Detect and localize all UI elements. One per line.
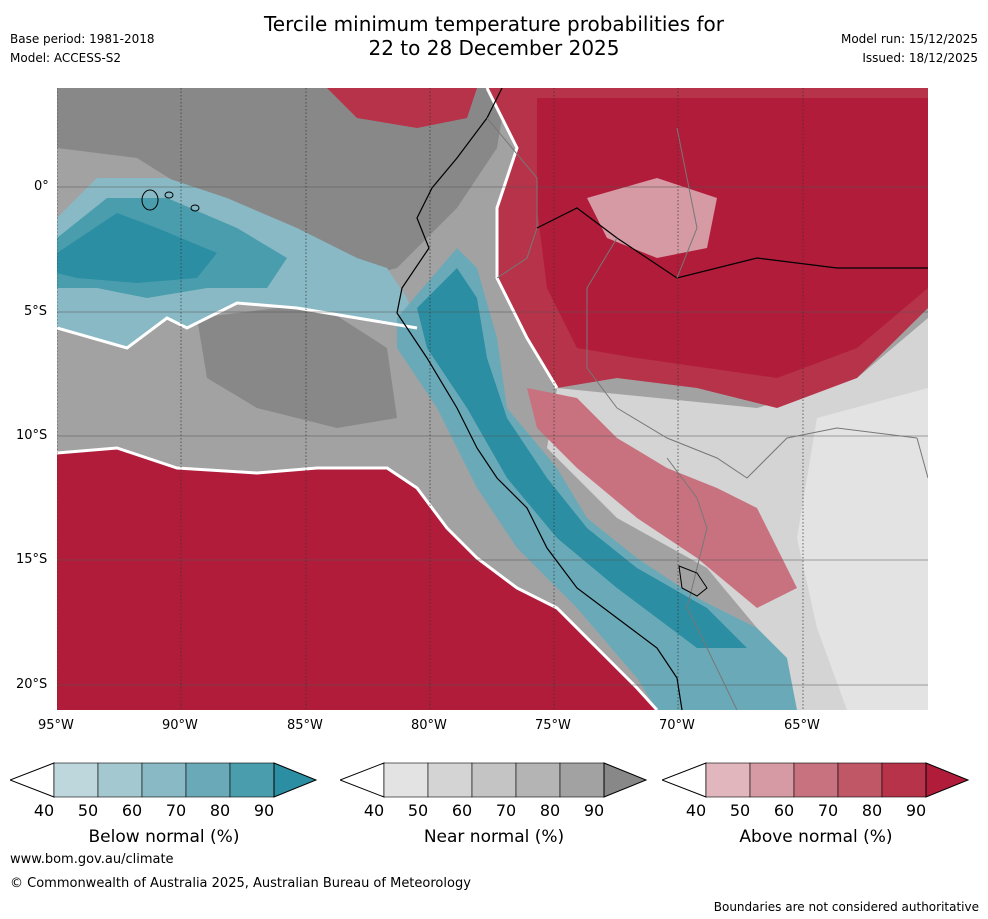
above-normal-coastal-strip: [527, 388, 797, 608]
below-tick-60: 60: [121, 801, 143, 820]
below-normal-coastal: [397, 248, 797, 710]
footer-copyright: © Commonwealth of Australia 2025, Austra…: [10, 876, 471, 891]
model-run: Model run: 15/12/2025: [840, 32, 978, 46]
below-tick-50: 50: [77, 801, 99, 820]
near-swatch-80-90: [559, 762, 605, 798]
near-swatch-50-60: [427, 762, 473, 798]
above-swatch-40-50: [705, 762, 751, 798]
colorbar-near-normal: [338, 762, 648, 800]
above-tick-40: 40: [685, 801, 707, 820]
probability-map: [57, 88, 928, 710]
below-swatch-50-60: [97, 762, 143, 798]
below-tick-40: 40: [33, 801, 55, 820]
below-tick-90: 90: [253, 801, 275, 820]
below-swatch-60-70: [141, 762, 187, 798]
above-normal-light-patch: [587, 178, 717, 258]
contour-line-west: [57, 301, 418, 350]
near-swatch-70-80: [515, 762, 561, 798]
issued-date: Issued: 18/12/2025: [862, 51, 978, 65]
footer-disclaimer: Boundaries are not considered authoritat…: [713, 900, 979, 914]
above-swatch-70-80: [837, 762, 883, 798]
colorbar-near-normal-swatches: [338, 762, 648, 798]
contour-line-south: [57, 446, 659, 710]
border-peru-brazil: [586, 237, 618, 409]
graticule-latitude: [57, 186, 928, 686]
below-swatch-over: [273, 762, 318, 798]
contour-line-northeast: [485, 88, 559, 389]
galapagos-island-santa-cruz: [164, 191, 174, 199]
lon-label-85w: 85°W: [287, 718, 323, 733]
above-swatch-under: [660, 762, 707, 798]
above-normal-northeast-core: [537, 98, 928, 378]
lon-label-70w: 70°W: [659, 718, 695, 733]
near-tick-90: 90: [583, 801, 605, 820]
model-name: Model: ACCESS-S2: [10, 51, 122, 65]
above-tick-60: 60: [773, 801, 795, 820]
lon-label-90w: 90°W: [162, 718, 198, 733]
colorbar-below-normal-swatches: [8, 762, 318, 798]
lon-label-65w: 65°W: [784, 718, 820, 733]
below-tick-70: 70: [165, 801, 187, 820]
map-canvas: [57, 88, 928, 710]
lat-label-5s: 5°S: [24, 304, 48, 319]
colorbar-above-normal-swatches: [660, 762, 970, 798]
near-tick-40: 40: [363, 801, 385, 820]
near-swatch-40-50: [383, 762, 429, 798]
near-tick-60: 60: [451, 801, 473, 820]
graticule-longitude: [57, 88, 804, 710]
border-peru-bolivia: [666, 457, 738, 710]
lon-label-75w: 75°W: [535, 718, 571, 733]
above-normal-southwest: [57, 448, 657, 710]
near-normal-40-east: [797, 388, 928, 710]
above-swatch-80-90: [881, 762, 927, 798]
near-normal-label: Near normal (%): [423, 827, 565, 847]
near-tick-80: 80: [539, 801, 561, 820]
base-period: Base period: 1981-2018: [10, 32, 155, 46]
footer-url[interactable]: www.bom.gov.au/climate: [10, 852, 174, 867]
border-bolivia-paraguay: [916, 437, 928, 479]
near-swatch-over: [603, 762, 648, 798]
map-title: Tercile minimum temperature probabilitie…: [0, 12, 988, 60]
above-swatch-60-70: [793, 762, 839, 798]
galapagos-island-isabela: [141, 189, 159, 211]
above-normal-label: Above normal (%): [739, 827, 893, 847]
lat-label-0: 0°: [34, 179, 49, 194]
near-tick-70: 70: [495, 801, 517, 820]
above-normal-north-strip: [327, 88, 477, 128]
colorbar-below-normal: [8, 762, 318, 800]
lat-label-15s: 15°S: [16, 552, 48, 567]
lon-label-95w: 95°W: [38, 718, 74, 733]
below-normal-west-max: [57, 213, 217, 283]
above-swatch-over: [925, 762, 970, 798]
below-normal-label: Below normal (%): [88, 827, 240, 847]
near-normal-90-central: [197, 303, 397, 428]
galapagos-island-san-cristobal: [190, 204, 200, 212]
below-swatch-70-80: [185, 762, 231, 798]
above-tick-50: 50: [729, 801, 751, 820]
border-colombia-brazil: [676, 127, 698, 279]
lat-label-20s: 20°S: [16, 677, 48, 692]
lon-label-80w: 80°W: [411, 718, 447, 733]
lake-titicaca: [678, 565, 708, 597]
title-line-1: Tercile minimum temperature probabilitie…: [263, 12, 725, 36]
near-normal-90-north: [57, 88, 507, 278]
below-swatch-80-90: [229, 762, 275, 798]
title-line-2: 22 to 28 December 2025: [368, 36, 620, 60]
border-bolivia-brazil: [616, 407, 918, 479]
below-normal-coastal-core: [417, 268, 747, 648]
below-swatch-40-50: [53, 762, 99, 798]
near-tick-50: 50: [407, 801, 429, 820]
near-swatch-60-70: [471, 762, 517, 798]
near-swatch-under: [338, 762, 385, 798]
above-swatch-50-60: [749, 762, 795, 798]
above-tick-90: 90: [905, 801, 927, 820]
above-tick-70: 70: [817, 801, 839, 820]
below-swatch-under: [8, 762, 55, 798]
above-tick-80: 80: [861, 801, 883, 820]
south-america-coastline: [396, 88, 683, 710]
below-tick-80: 80: [209, 801, 231, 820]
lat-label-10s: 10°S: [16, 428, 48, 443]
colorbar-above-normal: [660, 762, 970, 800]
